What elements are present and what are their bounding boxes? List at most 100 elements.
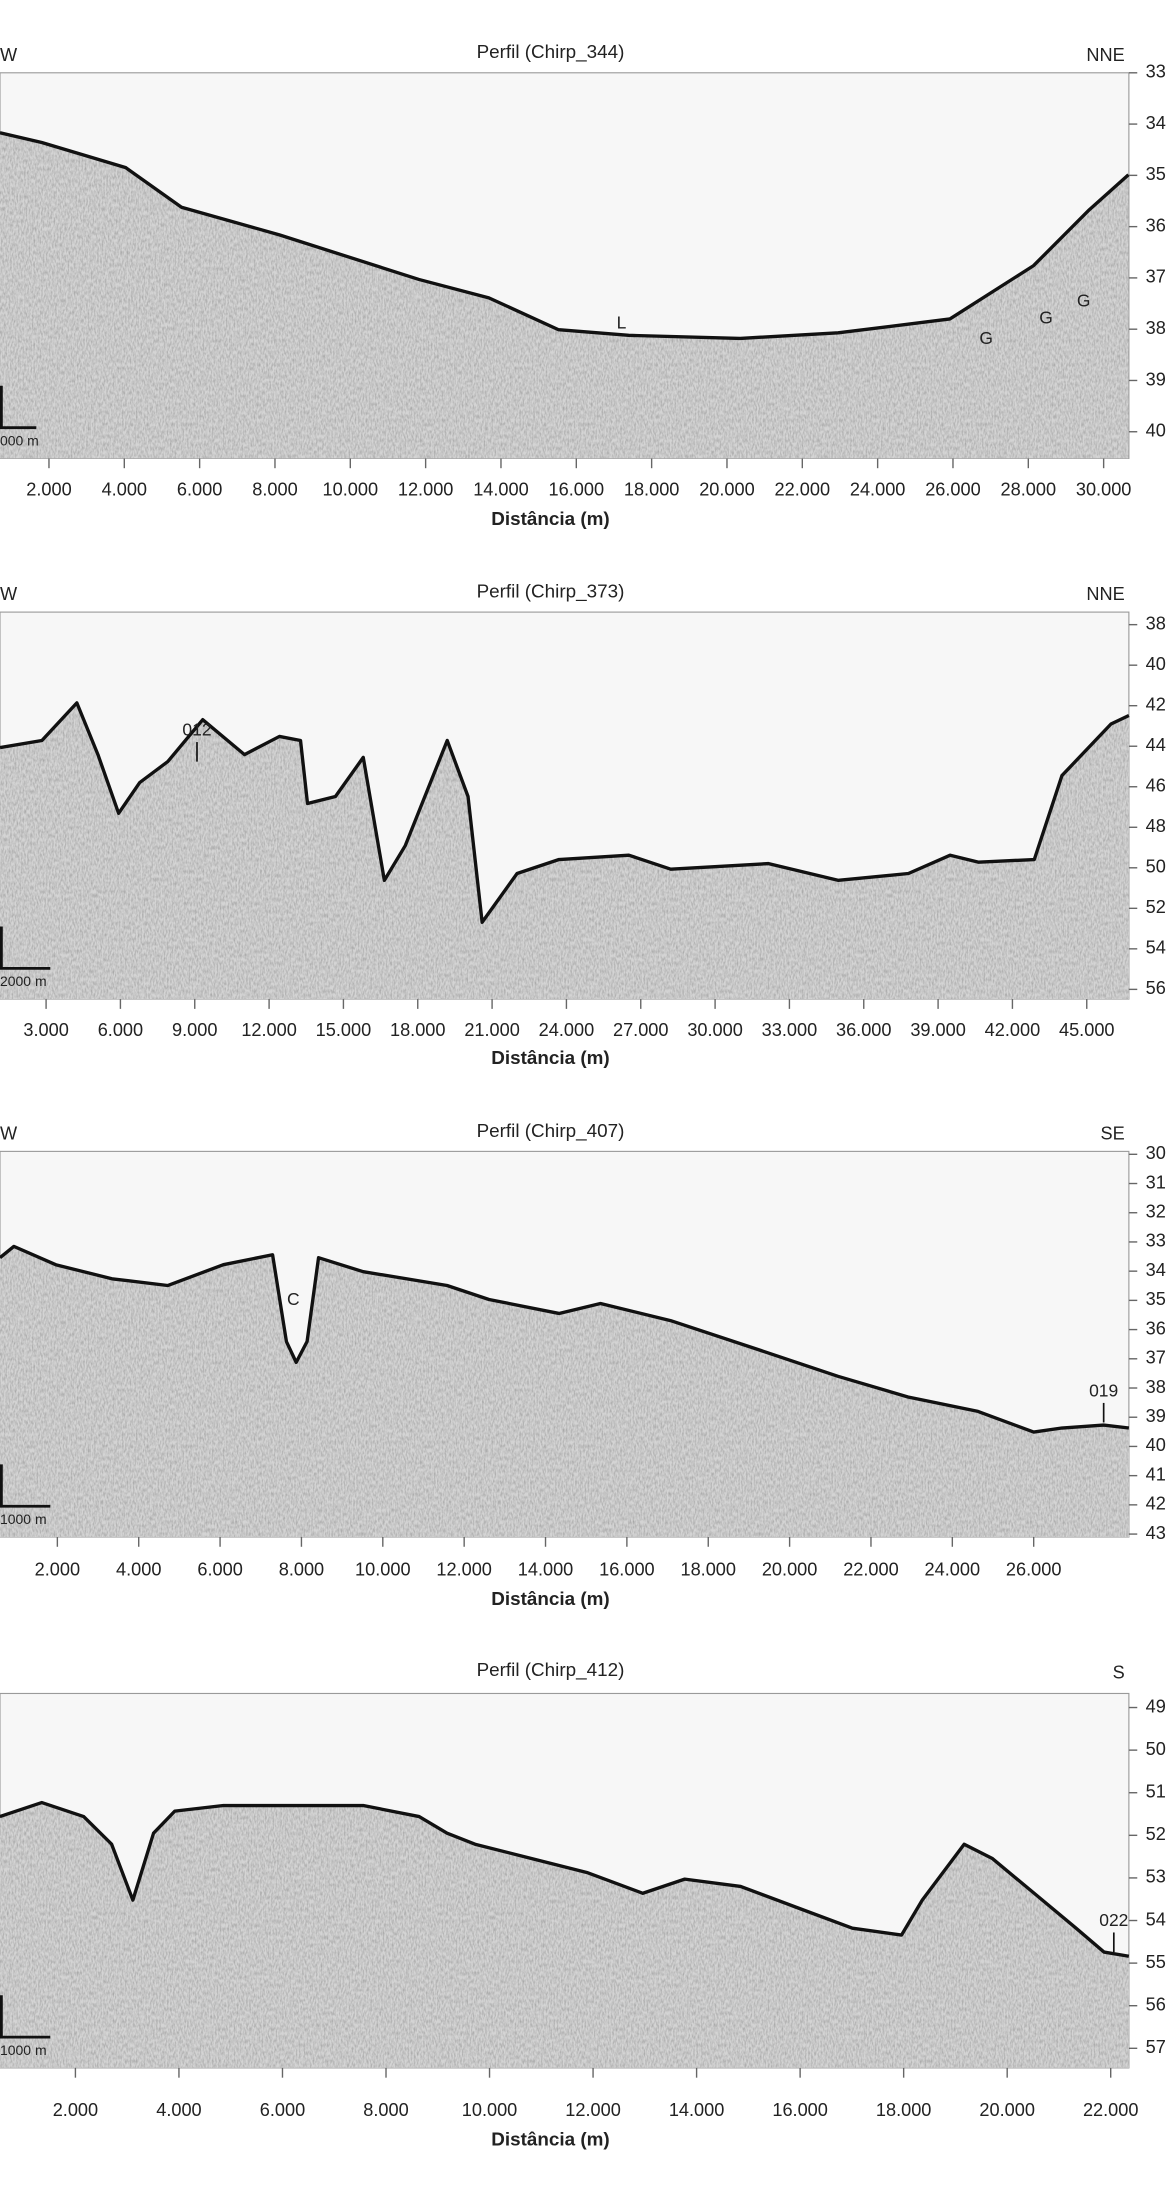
x-tick-label: 20.000: [762, 1559, 818, 1579]
x-tick-label: 2.000: [26, 479, 71, 499]
y-tick-label: 34: [1146, 1260, 1166, 1280]
y-tick-label: 55: [1146, 1952, 1166, 1972]
y-tick-label: 34: [1146, 113, 1166, 133]
x-tick-label: 18.000: [876, 2100, 932, 2120]
y-tick-label: 46: [1146, 776, 1166, 796]
x-tick-label: 8.000: [363, 2100, 408, 2120]
y-tick-label: 57: [1146, 2037, 1166, 2057]
y-tick-label: 33: [1146, 1231, 1166, 1251]
y-tick-label: 41: [1146, 1464, 1166, 1484]
y-tick-label: 39: [1146, 369, 1166, 389]
y-tick-label: 52: [1146, 897, 1166, 917]
direction-left: W: [0, 584, 18, 604]
x-tick-label: 22.000: [775, 479, 831, 499]
x-tick-label: 6.000: [260, 2100, 305, 2120]
y-tick-label: 39: [1146, 1406, 1166, 1426]
x-tick-label: 28.000: [1001, 479, 1057, 499]
x-tick-label: 4.000: [156, 2100, 201, 2120]
x-tick-label: 16.000: [772, 2100, 828, 2120]
x-tick-label: 15.000: [316, 1020, 372, 1040]
profile-panel: 33343536373839402.0004.0006.0008.00010.0…: [0, 41, 1166, 529]
x-tick-label: 12.000: [241, 1020, 297, 1040]
x-axis-label: Distância (m): [491, 508, 609, 529]
x-tick-label: 26.000: [1006, 1559, 1062, 1579]
y-tick-label: 42: [1146, 1494, 1166, 1514]
x-tick-label: 8.000: [252, 479, 297, 499]
y-tick-label: 52: [1146, 1824, 1166, 1844]
x-tick-label: 10.000: [323, 479, 379, 499]
annotation: L: [617, 313, 627, 333]
y-tick-label: 35: [1146, 1289, 1166, 1309]
y-tick-label: 36: [1146, 215, 1166, 235]
y-tick-label: 51: [1146, 1782, 1166, 1802]
y-tick-label: 40: [1146, 421, 1166, 441]
x-tick-label: 30.000: [687, 1020, 743, 1040]
y-tick-label: 38: [1146, 1377, 1166, 1397]
direction-right: S: [1113, 1663, 1125, 1683]
y-tick-label: 35: [1146, 164, 1166, 184]
x-tick-label: 12.000: [398, 479, 454, 499]
x-tick-label: 24.000: [539, 1020, 595, 1040]
x-tick-label: 20.000: [699, 479, 755, 499]
direction-left: W: [0, 45, 18, 65]
x-tick-label: 24.000: [925, 1559, 981, 1579]
direction-left: W: [0, 1123, 18, 1143]
direction-right: SE: [1100, 1123, 1124, 1143]
x-tick-label: 20.000: [979, 2100, 1035, 2120]
y-tick-label: 44: [1146, 735, 1166, 755]
y-tick-label: 54: [1146, 938, 1166, 958]
x-tick-label: 4.000: [116, 1559, 161, 1579]
x-tick-label: 2.000: [35, 1559, 80, 1579]
y-tick-label: 31: [1146, 1172, 1166, 1192]
x-tick-label: 10.000: [462, 2100, 518, 2120]
annotation: 019: [1089, 1380, 1118, 1400]
y-tick-label: 53: [1146, 1867, 1166, 1887]
x-tick-label: 33.000: [762, 1020, 818, 1040]
annotation: C: [287, 1289, 300, 1309]
x-tick-label: 12.000: [436, 1559, 492, 1579]
x-tick-label: 18.000: [624, 479, 680, 499]
x-tick-label: 10.000: [355, 1559, 411, 1579]
x-tick-label: 8.000: [279, 1559, 324, 1579]
scale-bar-label: 000 m: [0, 432, 39, 448]
y-tick-label: 49: [1146, 1696, 1166, 1716]
x-tick-label: 45.000: [1059, 1020, 1115, 1040]
x-tick-label: 27.000: [613, 1020, 669, 1040]
annotation: G: [1039, 308, 1053, 328]
chart-title: Perfil (Chirp_344): [477, 41, 625, 63]
chart-title: Perfil (Chirp_373): [477, 581, 625, 603]
x-tick-label: 6.000: [177, 479, 222, 499]
x-tick-label: 18.000: [680, 1559, 736, 1579]
page: {"chart_data": [ {"type": "line", "title…: [0, 0, 1168, 2191]
y-tick-label: 38: [1146, 613, 1166, 633]
y-tick-label: 42: [1146, 695, 1166, 715]
x-tick-label: 3.000: [23, 1020, 68, 1040]
x-tick-label: 14.000: [518, 1559, 574, 1579]
y-tick-label: 56: [1146, 1995, 1166, 2015]
x-tick-label: 2.000: [53, 2100, 98, 2120]
x-tick-label: 39.000: [910, 1020, 966, 1040]
y-tick-label: 40: [1146, 654, 1166, 674]
direction-right: NNE: [1086, 584, 1124, 604]
x-tick-label: 18.000: [390, 1020, 446, 1040]
y-tick-label: 56: [1146, 978, 1166, 998]
x-tick-label: 6.000: [197, 1559, 242, 1579]
x-tick-label: 14.000: [669, 2100, 725, 2120]
scale-bar-label: 1000 m: [0, 2042, 47, 2058]
y-tick-label: 37: [1146, 1348, 1166, 1368]
x-tick-label: 24.000: [850, 479, 906, 499]
x-tick-label: 36.000: [836, 1020, 892, 1040]
x-tick-label: 30.000: [1076, 479, 1132, 499]
annotation: 012: [182, 719, 211, 739]
y-tick-label: 37: [1146, 267, 1166, 287]
y-tick-label: 32: [1146, 1202, 1166, 1222]
x-axis-label: Distância (m): [491, 2129, 609, 2150]
x-axis-label: Distância (m): [491, 1588, 609, 1609]
x-tick-label: 16.000: [599, 1559, 655, 1579]
annotation: G: [1077, 291, 1091, 311]
annotation: 022: [1099, 1910, 1128, 1930]
y-tick-label: 50: [1146, 857, 1166, 877]
y-tick-label: 36: [1146, 1318, 1166, 1338]
